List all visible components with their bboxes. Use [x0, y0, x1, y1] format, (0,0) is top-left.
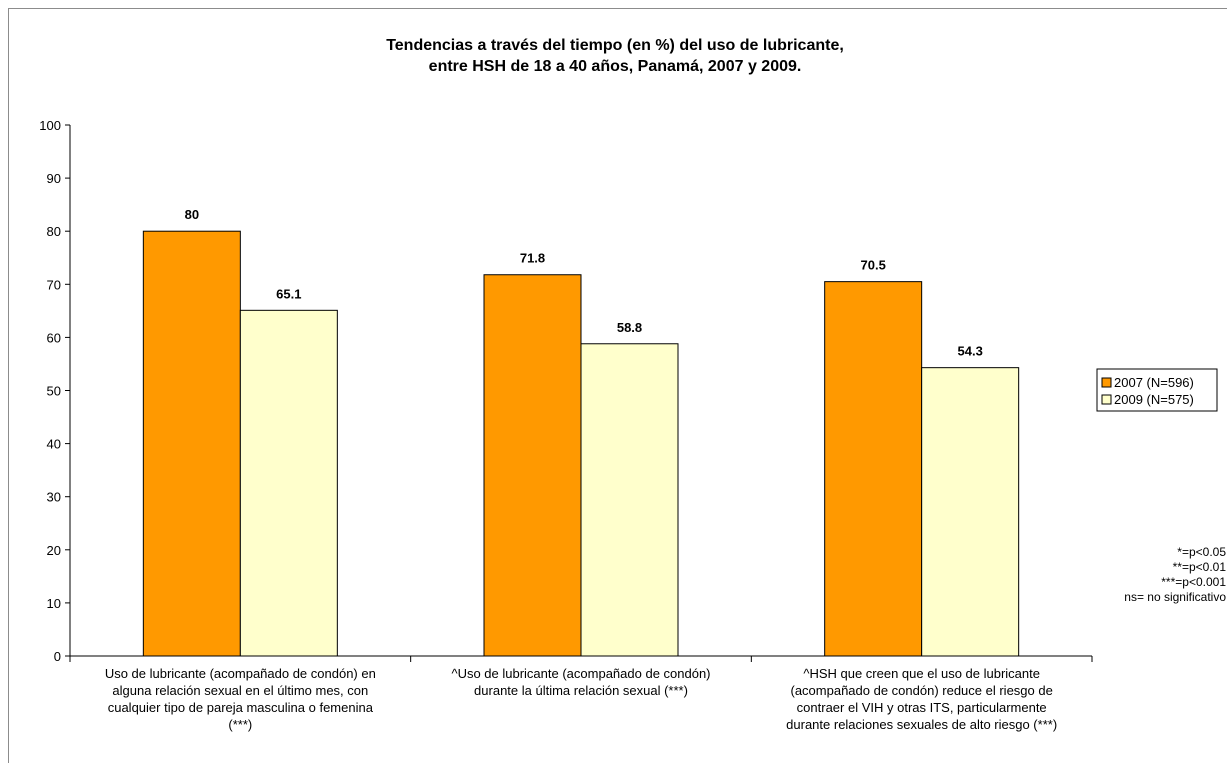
legend-swatch	[1101, 377, 1112, 388]
y-tick-label: 100	[39, 118, 61, 133]
legend-item-2009: 2009 (N=575)	[1101, 392, 1194, 407]
data-label: 58.8	[617, 320, 642, 335]
data-label: 65.1	[276, 286, 301, 301]
category-label-line: ^Uso de lubricante (acompañado de condón…	[451, 666, 710, 681]
category-label-line: (***)	[228, 717, 252, 732]
category-labels: Uso de lubricante (acompañado de condón)…	[105, 666, 1057, 732]
y-tick-label: 40	[47, 437, 61, 452]
data-label: 70.5	[861, 258, 886, 273]
x-axis	[69, 655, 1093, 662]
category-label-line: durante relaciones sexuales de alto ries…	[786, 717, 1057, 732]
significance-note: ns= no significativo	[1124, 590, 1226, 604]
data-label: 54.3	[958, 344, 983, 359]
legend: 2007 (N=596) 2009 (N=575)	[1096, 368, 1218, 412]
significance-note: **=p<0.01	[1173, 560, 1227, 574]
category-label-1: Uso de lubricante (acompañado de condón)…	[105, 666, 376, 732]
chart-title: Tendencias a través del tiempo (en %) de…	[386, 37, 844, 75]
chart-frame	[8, 8, 1227, 763]
bar-2009-cat-1	[239, 309, 338, 657]
legend-swatch	[1101, 394, 1112, 405]
y-tick-label: 0	[54, 649, 61, 664]
bar-2009-cat-2	[580, 343, 679, 657]
category-label-line: alguna relación sexual en el último mes,…	[112, 683, 368, 698]
bars	[142, 230, 1020, 657]
y-tick-label: 30	[47, 490, 61, 505]
y-tick-label: 10	[47, 596, 61, 611]
y-tick-label: 60	[47, 330, 61, 345]
category-label-line: contraer el VIH y otras ITS, particularm…	[797, 700, 1047, 715]
bar-2007-cat-2	[483, 274, 582, 657]
y-tick-label: 90	[47, 171, 61, 186]
y-tick-label: 20	[47, 543, 61, 558]
bar-2007-cat-1	[142, 230, 241, 657]
legend-label: 2009 (N=575)	[1114, 392, 1194, 407]
legend-item-2007: 2007 (N=596)	[1101, 375, 1194, 390]
data-label: 80	[185, 207, 199, 222]
significance-note: *=p<0.05	[1177, 545, 1226, 559]
category-label-line: (acompañado de condón) reduce el riesgo …	[790, 683, 1052, 698]
category-label-line: ^HSH que creen que el uso de lubricante	[803, 666, 1040, 681]
category-label-line: Uso de lubricante (acompañado de condón)…	[105, 666, 376, 681]
bar-2009-cat-3	[921, 367, 1020, 657]
bar-2007-cat-3	[824, 281, 923, 657]
chart-title-line-2: entre HSH de 18 a 40 años, Panamá, 2007 …	[429, 58, 802, 75]
chart-title-line-1: Tendencias a través del tiempo (en %) de…	[386, 37, 844, 54]
category-label-line: durante la última relación sexual (***)	[474, 683, 688, 698]
category-label-2: ^Uso de lubricante (acompañado de condón…	[451, 666, 710, 698]
y-tick-label: 80	[47, 224, 61, 239]
category-label-3: ^HSH que creen que el uso de lubricante (…	[786, 666, 1057, 732]
legend-box	[1096, 368, 1218, 412]
legend-label: 2007 (N=596)	[1114, 375, 1194, 390]
significance-note: ***=p<0.001	[1161, 575, 1226, 589]
y-tick-label: 50	[47, 384, 61, 399]
data-labels: 80 71.8 70.5 65.1 58.8 54.3	[185, 207, 983, 358]
data-label: 71.8	[520, 251, 545, 266]
category-label-line: cualquier tipo de pareja masculina o fem…	[108, 700, 374, 715]
y-tick-label: 70	[47, 277, 61, 292]
y-axis: 0 10 20 30 40 50 60 70 80 90 100	[39, 118, 71, 664]
